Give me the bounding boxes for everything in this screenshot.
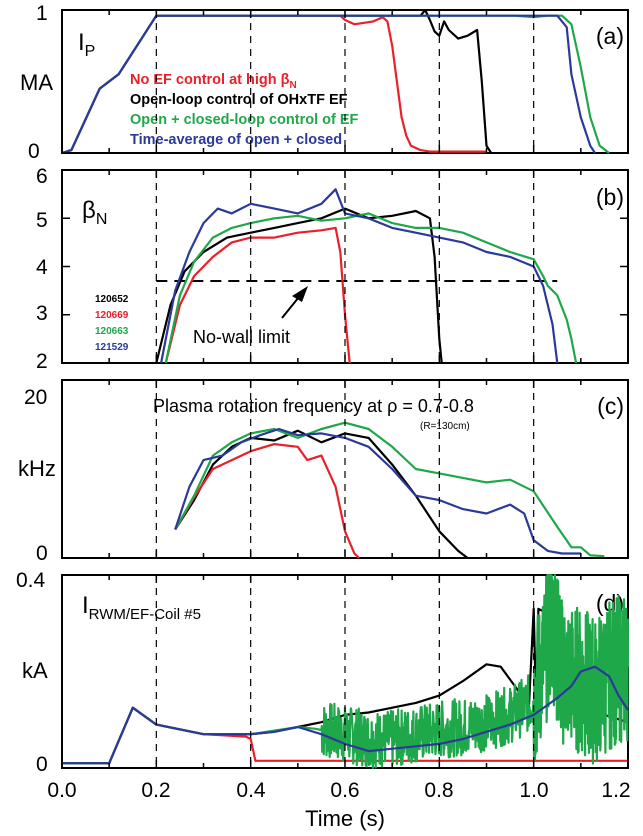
panel-d-series [62, 573, 630, 769]
panel-d-ytick-0: 0 [36, 753, 48, 776]
xtick-label-1: 0.2 [141, 779, 170, 802]
panel-c-subtitle: (R=130cm) [420, 421, 470, 432]
panel-c-ylabel: kHz [18, 456, 56, 481]
xtick-label-2: 0.4 [236, 779, 266, 802]
panel-c-yticks: 0 20 [24, 386, 48, 565]
panel-a-title: IP [78, 29, 95, 60]
panel-d: IRWM/EF-Coil #5 (d) kA 0 0.4 0.0 0.2 0.4… [16, 569, 631, 831]
panel-d-title: IRWM/EF-Coil #5 [82, 592, 201, 623]
x-axis-label: Time (s) [305, 806, 385, 831]
series-line [174, 421, 605, 558]
panel-b-ytick-0: 2 [36, 350, 48, 373]
panel-a-yticks: 0 1 [28, 2, 48, 163]
panel-a-ytick-0: 0 [28, 140, 40, 163]
panel-c-ytick-1: 20 [24, 386, 47, 409]
panel-c: Plasma rotation frequency at ρ = 0.7-0.8… [18, 379, 629, 565]
shot-3: 121529 [95, 342, 129, 353]
legend-entry-2: Open + closed-loop control of EF [130, 112, 359, 128]
series-line [62, 665, 629, 765]
panel-a: IP (a) MA 0 1 No EF control at high βN O… [20, 2, 629, 163]
panel-b-title: βN [82, 197, 107, 228]
panel-d-yticks: 0 0.4 [16, 569, 48, 776]
time-gridlines [155, 10, 535, 768]
panel-b-yticks: 2 3 4 5 6 [36, 165, 48, 373]
legend-entry-3: Time-average of open + closed [130, 132, 342, 148]
series-line [174, 427, 581, 555]
series-line [174, 443, 360, 559]
xtick-label-3: 0.6 [330, 779, 359, 802]
panel-b-ytick-2: 4 [36, 256, 48, 279]
legend-entry-0: No EF control at high βN [130, 72, 297, 91]
panel-b: βN (b) 2 3 4 5 6 120652 120669 120663 12… [36, 165, 629, 373]
panel-b-ytick-4: 6 [36, 165, 48, 188]
panel-d-ylabel: kA [22, 658, 48, 683]
panel-c-series [174, 421, 605, 559]
xtick-label-5: 1.0 [519, 779, 548, 802]
panel-a-label: (a) [596, 23, 624, 49]
shot-2: 120663 [95, 326, 129, 337]
panel-c-title: Plasma rotation frequency at ρ = 0.7-0.8 [153, 396, 474, 416]
shot-0: 120652 [95, 294, 129, 305]
no-wall-limit-label: No-wall limit [193, 327, 290, 347]
xtick-label-6: 1.2 [601, 779, 630, 802]
legend-entry-1: Open-loop control of OHxTF EF [130, 92, 348, 108]
no-wall-arrow [281, 286, 308, 319]
panel-b-ytick-1: 3 [36, 302, 48, 325]
series-line [164, 226, 351, 364]
xtick-label-4: 0.8 [424, 779, 453, 802]
series-line [174, 429, 469, 559]
panel-b-shot-legend: 120652 120669 120663 121529 [95, 294, 129, 353]
shot-1: 120669 [95, 310, 129, 321]
panel-b-ytick-3: 5 [36, 209, 48, 232]
xtick-label-0: 0.0 [47, 779, 76, 802]
axis-ticks [61, 9, 629, 769]
panel-d-ytick-1: 0.4 [16, 569, 46, 592]
no-wall-arrow-head [292, 286, 308, 302]
panel-c-label: (c) [597, 393, 624, 419]
x-axis-tick-labels: 0.0 0.2 0.4 0.6 0.8 1.0 1.2 [47, 779, 630, 802]
panel-b-label: (b) [596, 184, 624, 210]
panel-a-ytick-1: 1 [36, 2, 48, 25]
panel-a-legend: No EF control at high βN Open-loop contr… [130, 72, 359, 148]
series-line [164, 212, 578, 364]
panel-c-ytick-0: 0 [36, 542, 48, 565]
panel-a-ylabel: MA [20, 70, 53, 95]
